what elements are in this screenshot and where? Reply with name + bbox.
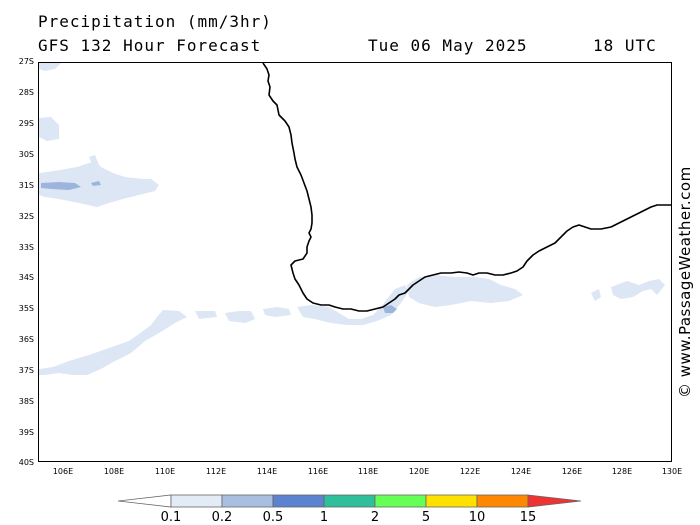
legend-swatch: [118, 494, 172, 508]
lon-label: 110E: [154, 467, 176, 476]
legend-label: 2: [370, 510, 380, 525]
precip-medium-areas: [41, 181, 397, 313]
precip-legend-bar: [118, 494, 582, 508]
lon-label: 116E: [307, 467, 329, 476]
lon-label: 108E: [103, 467, 125, 476]
lon-label: 118E: [357, 467, 379, 476]
precipitation-map: [38, 62, 672, 462]
lat-label: 39S: [18, 428, 34, 437]
lon-label: 106E: [52, 467, 74, 476]
chart-title: Precipitation (mm/3hr): [38, 12, 272, 31]
legend-label: 10: [468, 510, 486, 525]
lat-label: 35S: [18, 304, 34, 313]
map-canvas: [39, 63, 671, 375]
lat-label: 28S: [18, 88, 34, 97]
lat-label: 27S: [18, 57, 34, 66]
legend-label: 15: [519, 510, 537, 525]
lat-label: 38S: [18, 397, 34, 406]
lat-label: 29S: [18, 119, 34, 128]
legend-swatch: [272, 494, 325, 508]
precip-light-areas: [39, 63, 665, 375]
lon-label: 130E: [661, 467, 683, 476]
lat-label: 31S: [18, 181, 34, 190]
legend-swatch: [170, 494, 223, 508]
forecast-time: 18 UTC: [593, 36, 657, 55]
legend-label: 5: [421, 510, 431, 525]
legend-label: 0.5: [262, 510, 284, 525]
lat-label: 36S: [18, 335, 34, 344]
legend-swatch: [476, 494, 529, 508]
watermark-credit: © www.PassageWeather.com: [676, 166, 694, 398]
legend-swatch: [527, 494, 582, 508]
legend-swatch: [323, 494, 376, 508]
coastline: [262, 63, 671, 312]
lon-label: 126E: [561, 467, 583, 476]
legend-label: 1: [319, 510, 329, 525]
legend-label: 0.2: [211, 510, 233, 525]
lon-label: 120E: [408, 467, 430, 476]
lat-label: 40S: [18, 458, 34, 467]
lon-label: 114E: [256, 467, 278, 476]
forecast-label: GFS 132 Hour Forecast: [38, 36, 262, 55]
lat-label: 33S: [18, 243, 34, 252]
lat-label: 37S: [18, 366, 34, 375]
legend-swatch: [374, 494, 427, 508]
lon-label: 112E: [205, 467, 227, 476]
legend-swatch: [425, 494, 478, 508]
legend-swatch: [221, 494, 274, 508]
lon-label: 122E: [459, 467, 481, 476]
lat-label: 30S: [18, 150, 34, 159]
forecast-date: Tue 06 May 2025: [368, 36, 528, 55]
lon-label: 124E: [510, 467, 532, 476]
lat-label: 34S: [18, 273, 34, 282]
lat-label: 32S: [18, 212, 34, 221]
legend-label: 0.1: [160, 510, 182, 525]
lon-label: 128E: [611, 467, 633, 476]
